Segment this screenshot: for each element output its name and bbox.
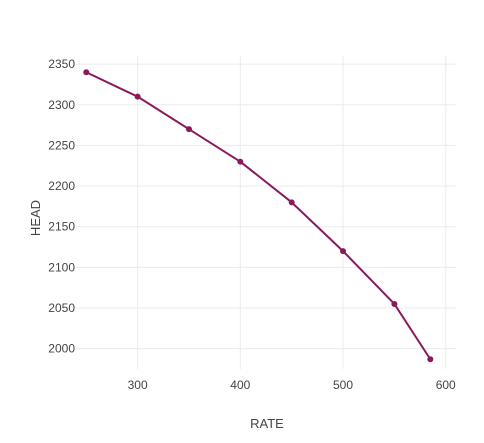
x-axis-ticks: 300 400 500 600 [128,378,456,392]
y-tick-label: 2000 [48,342,75,356]
x-axis-title: RATE [250,416,284,431]
grid [76,56,456,369]
data-point[interactable] [185,126,192,133]
data-point[interactable] [391,300,398,307]
y-tick-label: 2300 [48,98,75,112]
y-axis-ticks: 2000 2050 2100 2150 2200 2250 2300 2350 [48,57,75,356]
x-tick-label: 600 [436,378,456,392]
y-tick-label: 2050 [48,301,75,315]
y-tick-label: 2350 [48,57,75,71]
y-axis-title: HEAD [28,200,43,236]
y-tick-label: 2150 [48,220,75,234]
data-point[interactable] [237,158,244,165]
data-point[interactable] [288,199,295,206]
data-point[interactable] [83,69,90,76]
series-layer [83,69,434,363]
y-tick-label: 2250 [48,138,75,152]
y-tick-label: 2100 [48,260,75,274]
x-tick-label: 500 [333,378,353,392]
data-point[interactable] [340,248,347,255]
series-line [85,71,432,361]
x-tick-label: 300 [128,378,148,392]
data-point[interactable] [427,356,434,363]
x-tick-label: 400 [230,378,250,392]
y-tick-label: 2200 [48,179,75,193]
data-point[interactable] [134,93,141,100]
